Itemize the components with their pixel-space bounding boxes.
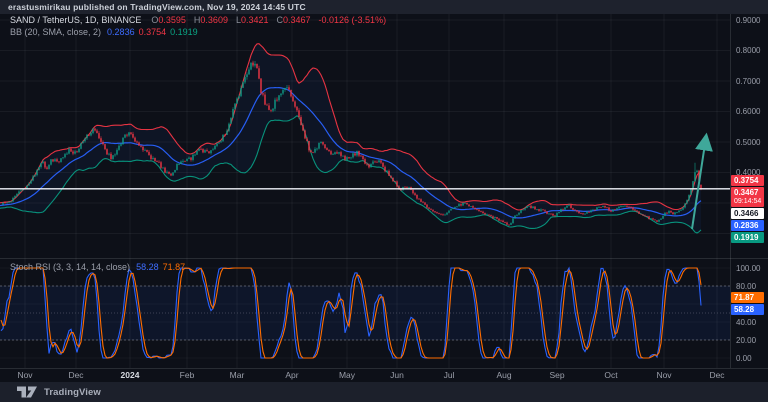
ohlc-high-value: 0.3609 bbox=[200, 15, 228, 25]
symbol-title[interactable]: SAND / TetherUS, 1D, BINANCE bbox=[10, 15, 142, 25]
stoch-indicator-title[interactable]: Stoch RSI (3, 3, 14, 14, close) bbox=[10, 262, 131, 272]
bb-upper-line bbox=[0, 43, 702, 211]
footer-bar: TradingView bbox=[0, 382, 768, 402]
stoch-d-value: 71.87 bbox=[162, 262, 186, 272]
publish-info: erastusmirikau published on TradingView.… bbox=[8, 2, 306, 12]
bb-indicator-title[interactable]: BB (20, SMA, close, 2) bbox=[10, 27, 102, 37]
ohlc-high-label: H bbox=[193, 15, 201, 25]
stoch-k-line bbox=[0, 266, 702, 359]
bb-legend: BB (20, SMA, close, 2) 0.2836 0.3754 0.1919 bbox=[10, 27, 202, 37]
bb-lower-value: 0.1919 bbox=[170, 27, 198, 37]
ohlc-open-value: 0.3595 bbox=[158, 15, 186, 25]
ohlc-open-label: O bbox=[151, 15, 159, 25]
stoch-rsi-pane bbox=[0, 266, 730, 359]
up-arrow-drawing[interactable] bbox=[691, 132, 713, 230]
bb-basis-value: 0.2836 bbox=[107, 27, 135, 37]
stoch-k-value: 58.28 bbox=[136, 262, 159, 272]
bb-lower-line bbox=[0, 115, 702, 234]
ohlc-low-value: 0.3421 bbox=[240, 15, 269, 25]
bb-upper-value: 0.3754 bbox=[138, 27, 167, 37]
bb-basis-line bbox=[0, 86, 702, 219]
change-value: -0.0126 (-3.51%) bbox=[318, 15, 387, 25]
stoch-d-line bbox=[0, 267, 702, 359]
price-pane bbox=[0, 43, 730, 234]
ohlc-low-label: L bbox=[235, 15, 241, 25]
bb-fill bbox=[0, 43, 701, 233]
ohlc-close-value: 0.3467 bbox=[283, 15, 311, 25]
ohlc-close-label: C bbox=[276, 15, 284, 25]
tradingview-logo-icon[interactable] bbox=[16, 386, 38, 398]
grid-lines bbox=[0, 14, 730, 368]
symbol-legend: SAND / TetherUS, 1D, BINANCE O0.3595 H0.36… bbox=[10, 15, 386, 25]
candlestick-series bbox=[2, 60, 702, 226]
stoch-rsi-legend: Stoch RSI (3, 3, 14, 14, close) 58.28 71.8… bbox=[10, 262, 189, 272]
publish-banner: erastusmirikau published on TradingView.… bbox=[0, 0, 768, 14]
footer-brand[interactable]: TradingView bbox=[44, 386, 101, 398]
